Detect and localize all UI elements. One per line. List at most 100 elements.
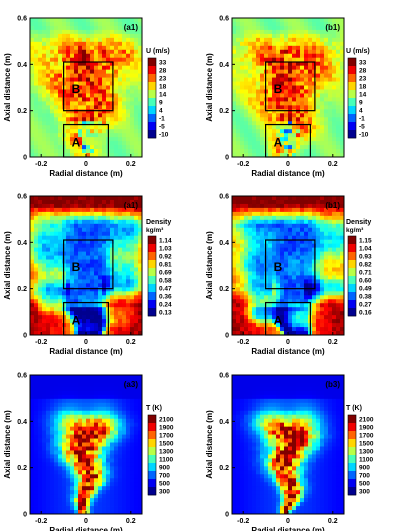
- heatmap-cell: [86, 121, 91, 126]
- heatmap-cell: [280, 81, 285, 86]
- heatmap-cell: [78, 486, 83, 491]
- heatmap-cell: [30, 89, 35, 94]
- heatmap-cell: [58, 65, 63, 71]
- heatmap-cell: [320, 271, 325, 276]
- heatmap-cell: [118, 466, 123, 471]
- heatmap-cell: [248, 227, 253, 233]
- heatmap-cell: [332, 219, 337, 225]
- heatmap-cell: [256, 199, 261, 205]
- heatmap-cell: [46, 271, 51, 276]
- heatmap-cell: [38, 105, 43, 110]
- heatmap-cell: [336, 267, 341, 272]
- heatmap-cell: [30, 97, 35, 102]
- heatmap-cell: [240, 81, 245, 86]
- heatmap-cell: [94, 279, 99, 284]
- heatmap-cell: [38, 390, 43, 396]
- heatmap-cell: [86, 97, 91, 102]
- heatmap-cell: [236, 243, 241, 249]
- heatmap-cell: [114, 462, 119, 467]
- heatmap-cell: [268, 149, 273, 154]
- heatmap-cell: [130, 29, 135, 35]
- heatmap-cell: [98, 466, 103, 471]
- heatmap-cell: [54, 145, 59, 150]
- heatmap-cell: [304, 113, 309, 118]
- heatmap-cell: [236, 137, 241, 142]
- heatmap-cell: [328, 37, 333, 43]
- heatmap-cell: [284, 153, 289, 158]
- heatmap-cell: [122, 85, 127, 90]
- heatmap-cell: [122, 319, 127, 324]
- heatmap-cell: [114, 406, 119, 412]
- heatmap-cell: [122, 375, 127, 380]
- heatmap-cell: [236, 295, 241, 300]
- heatmap-cell: [244, 45, 249, 51]
- heatmap-cell: [264, 239, 269, 245]
- heatmap-cell: [106, 243, 111, 249]
- heatmap-cell: [252, 69, 257, 74]
- heatmap-cell: [332, 109, 337, 114]
- heatmap-cell: [70, 287, 75, 292]
- heatmap-cell: [118, 510, 123, 515]
- heatmap-cell: [328, 239, 333, 245]
- region-box: [62, 61, 114, 112]
- heatmap-cell: [30, 117, 35, 122]
- heatmap-cell: [340, 129, 345, 134]
- heatmap-cell: [320, 145, 325, 150]
- heatmap-cell: [316, 223, 321, 229]
- heatmap-cell: [240, 283, 245, 288]
- heatmap-cell: [118, 378, 123, 384]
- heatmap-cell: [34, 196, 39, 201]
- heatmap-cell: [110, 506, 115, 511]
- heatmap-cell: [94, 319, 99, 324]
- heatmap-cell: [94, 133, 99, 138]
- heatmap-cell: [340, 141, 345, 146]
- heatmap-cell: [82, 418, 87, 424]
- heatmap-cell: [240, 207, 245, 213]
- heatmap-cell: [34, 81, 39, 86]
- heatmap-cell: [236, 199, 241, 205]
- heatmap-cell: [90, 57, 95, 63]
- heatmap-cell: [54, 61, 59, 67]
- heatmap-cell: [236, 81, 241, 86]
- heatmap-cell: [46, 153, 51, 158]
- heatmap-cell: [232, 271, 237, 276]
- heatmap-cell: [114, 382, 119, 388]
- heatmap-cell: [114, 97, 119, 102]
- heatmap-cell: [240, 33, 245, 39]
- heatmap-cell: [94, 243, 99, 249]
- heatmap-cell: [114, 267, 119, 272]
- heatmap-cell: [50, 510, 55, 515]
- heatmap-cell: [74, 394, 79, 400]
- heatmap-cell: [74, 279, 79, 284]
- heatmap-cell: [34, 251, 39, 256]
- heatmap-cell: [74, 462, 79, 467]
- heatmap-cell: [296, 18, 301, 23]
- heatmap-cell: [316, 21, 321, 27]
- heatmap-cell: [110, 319, 115, 324]
- heatmap-cell: [86, 430, 91, 435]
- heatmap-cell: [292, 149, 297, 154]
- heatmap-cell: [110, 203, 115, 209]
- heatmap-cell: [336, 145, 341, 150]
- heatmap-cell: [272, 129, 277, 134]
- heatmap-cell: [74, 45, 79, 51]
- heatmap-cell: [272, 137, 277, 142]
- heatmap-cell: [236, 121, 241, 126]
- heatmap-cell: [82, 414, 87, 420]
- heatmap-cell: [54, 57, 59, 63]
- heatmap-cell: [66, 323, 71, 328]
- heatmap-cell: [106, 61, 111, 67]
- heatmap-cell: [38, 89, 43, 94]
- heatmap-cell: [30, 211, 35, 217]
- heatmap-cell: [122, 89, 127, 94]
- heatmap-cell: [300, 275, 305, 280]
- heatmap-cell: [280, 21, 285, 27]
- heatmap-cell: [58, 77, 63, 82]
- heatmap-cell: [70, 101, 75, 106]
- heatmap-cell: [126, 434, 131, 439]
- heatmap-cell: [98, 295, 103, 300]
- heatmap-cell: [252, 93, 257, 98]
- heatmap-cell: [312, 259, 317, 264]
- heatmap-cell: [308, 211, 313, 217]
- heatmap-cell: [268, 331, 273, 336]
